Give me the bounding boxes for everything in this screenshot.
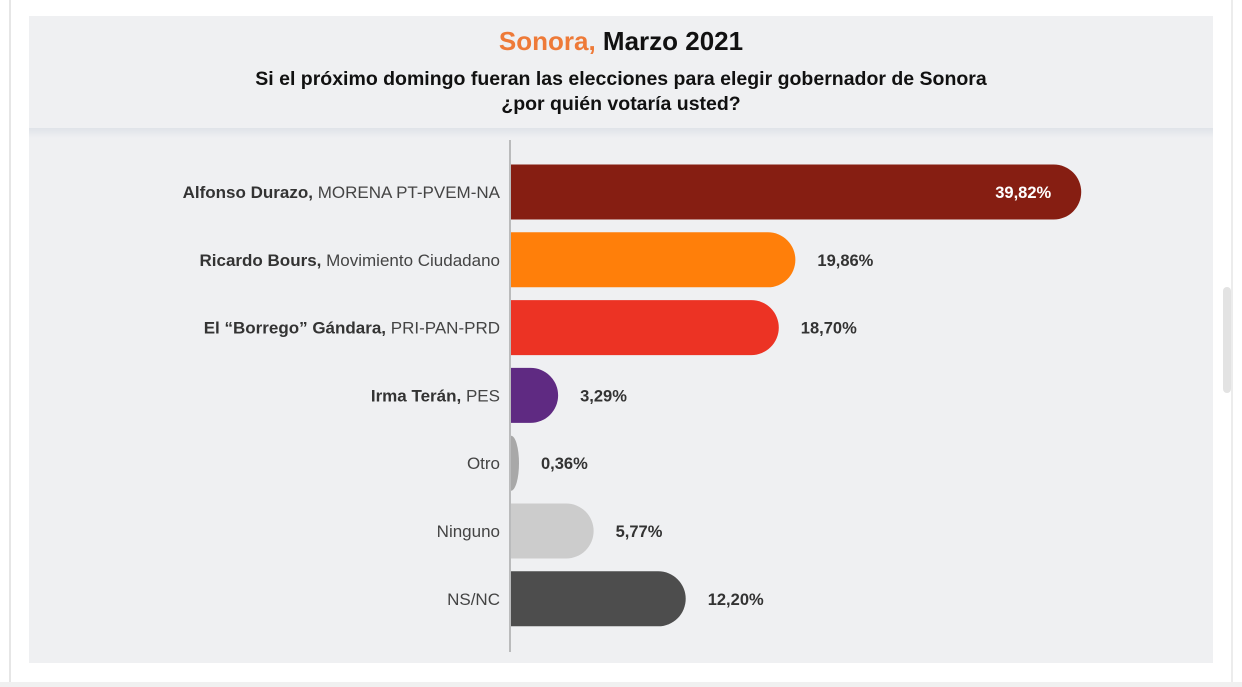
page-edge-right xyxy=(1231,0,1233,687)
page-edge-left xyxy=(9,0,11,687)
subtitle-line-1: Si el próximo domingo fueran las eleccio… xyxy=(255,68,987,90)
title-date: Marzo 2021 xyxy=(602,26,744,56)
chart-subtitle: Si el próximo domingo fueran las eleccio… xyxy=(29,67,1213,117)
party-name: NS/NC xyxy=(447,590,500,609)
bar xyxy=(511,367,559,423)
category-label: Ninguno xyxy=(437,522,500,541)
title-accent: Sonora, xyxy=(498,26,596,56)
bar xyxy=(511,503,594,559)
value-label: 18,70% xyxy=(801,320,857,338)
bar xyxy=(511,164,1082,220)
bar-chart: 39,82% Alfonso Durazo, MORENA PT-PVEM-NA 1… xyxy=(183,140,1082,652)
party-name: Otro xyxy=(467,454,500,473)
subtitle-line-2: ¿por quién votaría usted? xyxy=(501,93,741,115)
value-label: 19,86% xyxy=(817,252,873,270)
bar xyxy=(511,571,686,627)
chart-title: Sonora, Marzo 2021 xyxy=(29,26,1213,57)
chart-card: Sonora, Marzo 2021 Si el próximo domingo… xyxy=(29,16,1213,663)
category-label: Ricardo Bours, Movimiento Ciudadano xyxy=(200,251,500,270)
bar xyxy=(511,300,779,356)
category-label: NS/NC xyxy=(447,590,500,609)
party-name: PES xyxy=(466,386,500,405)
party-name: Ninguno xyxy=(437,522,500,541)
bar xyxy=(511,435,519,491)
value-label: 0,36% xyxy=(541,455,588,473)
candidate-name: El “Borrego” Gándara, xyxy=(204,319,391,338)
value-label: 39,82% xyxy=(995,184,1051,202)
party-name: PRI-PAN-PRD xyxy=(391,319,500,338)
candidate-name: Ricardo Bours, xyxy=(200,251,327,270)
bar xyxy=(511,232,796,288)
value-label: 5,77% xyxy=(616,523,663,541)
candidate-name: Irma Terán, xyxy=(371,386,466,405)
category-label: Alfonso Durazo, MORENA PT-PVEM-NA xyxy=(183,183,501,202)
category-label: El “Borrego” Gándara, PRI-PAN-PRD xyxy=(204,319,500,338)
header-divider xyxy=(29,128,1213,138)
party-name: MORENA PT-PVEM-NA xyxy=(318,183,501,202)
page-edge-bottom xyxy=(0,682,1242,687)
category-label: Otro xyxy=(467,454,500,473)
value-label: 3,29% xyxy=(580,387,627,405)
category-label: Irma Terán, PES xyxy=(371,386,500,405)
value-label: 12,20% xyxy=(708,591,764,609)
scrollbar-thumb[interactable] xyxy=(1223,287,1231,393)
candidate-name: Alfonso Durazo, xyxy=(183,183,318,202)
party-name: Movimiento Ciudadano xyxy=(326,251,500,270)
